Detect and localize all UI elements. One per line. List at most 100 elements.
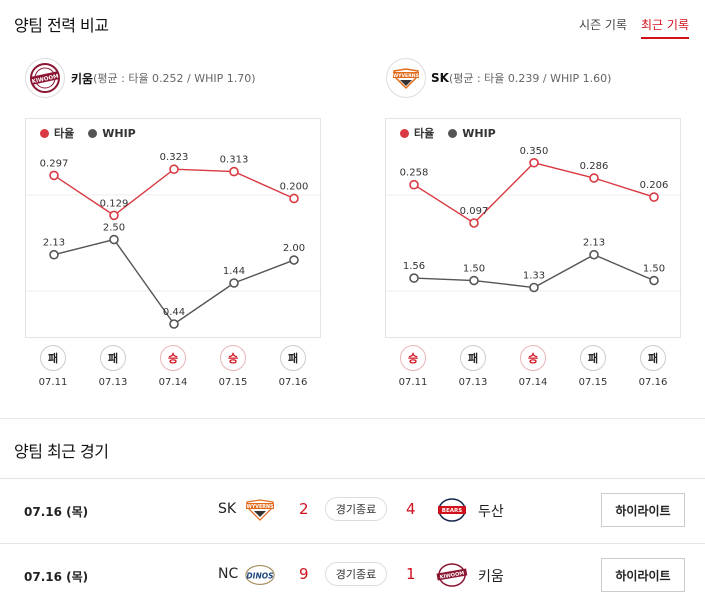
result-date: 07.14 (518, 377, 548, 388)
result-badge: 승 (400, 345, 426, 371)
legend-avg-dot (40, 128, 49, 138)
avg-data-label: 0.097 (460, 206, 489, 217)
chart-kiwoom: 0.297 0.129 0.323 0.313 0.200 2.13 2.50 0.44 1.4… (25, 118, 322, 338)
result-date: 07.15 (578, 377, 608, 388)
legend-avg: 타율 (40, 125, 74, 141)
section-divider (0, 418, 705, 419)
result-item: 패 07.11 (28, 345, 78, 388)
chart-legend: 타율 WHIP (400, 125, 496, 141)
game-date: 07.16 (목) (24, 570, 89, 584)
avg-data-label: 0.206 (640, 180, 669, 191)
result-badge: 패 (580, 345, 606, 371)
avg-data-label: 0.323 (160, 152, 189, 163)
highlight-button[interactable]: 하이라이트 (601, 493, 685, 527)
whip-point (229, 278, 239, 288)
result-item: 패 07.13 (88, 345, 138, 388)
result-date: 07.11 (398, 377, 428, 388)
svg-text:DINOS: DINOS (246, 571, 273, 580)
result-badge: 패 (40, 345, 66, 371)
team-header-kiwoom: KIWOOM 키움 (평균 : 타율 0.252 / WHIP 1.70) (25, 58, 256, 98)
game-row: 07.16 (목) NC DINOS 9 경기종료 1 KIWOOM 키움 하이… (0, 543, 705, 607)
whip-data-label: 2.00 (283, 243, 305, 254)
whip-data-label: 1.50 (463, 264, 485, 275)
legend-whip: WHIP (448, 125, 496, 141)
result-badge: 패 (280, 345, 306, 371)
result-date: 07.11 (38, 377, 68, 388)
whip-data-label: 1.33 (523, 271, 545, 282)
sk-logo: WYVERNS (386, 58, 426, 98)
avg-point (529, 157, 539, 168)
result-badge: 패 (100, 345, 126, 371)
result-badge: 승 (160, 345, 186, 371)
sk-logo-icon: WYVERNS (244, 497, 276, 523)
tab-season-record[interactable]: 시즌 기록 (579, 18, 628, 32)
chart-legend: 타율 WHIP (40, 125, 136, 141)
home-score: 9 (299, 565, 309, 583)
whip-data-label: 2.13 (43, 238, 65, 249)
legend-whip-dot (448, 128, 458, 138)
whip-data-label: 1.50 (643, 264, 665, 275)
highlight-button[interactable]: 하이라이트 (601, 558, 685, 592)
away-team-name: 키움 (478, 569, 504, 585)
whip-data-label: 2.13 (583, 238, 605, 249)
whip-data-label: 1.56 (403, 261, 425, 272)
home-score: 2 (299, 500, 309, 518)
avg-point (229, 166, 239, 177)
result-badge: 승 (520, 345, 546, 371)
result-item: 패 07.16 (628, 345, 678, 388)
legend-avg: 타율 (400, 125, 434, 141)
team-average-stat: (평균 : 타율 0.252 / WHIP 1.70) (93, 72, 256, 85)
section-title-comparison: 양팀 전력 비교 (14, 16, 109, 35)
result-badge: 승 (220, 345, 246, 371)
result-date: 07.13 (98, 377, 128, 388)
whip-point (409, 273, 419, 283)
result-date: 07.16 (638, 377, 668, 388)
avg-point (49, 170, 59, 181)
whip-data-label: 1.44 (223, 266, 245, 277)
tab-recent-record[interactable]: 최근 기록 (641, 16, 689, 39)
avg-point (469, 218, 479, 228)
avg-point (289, 193, 299, 204)
away-team-name: 두산 (478, 504, 504, 520)
svg-text:BEARS: BEARS (442, 508, 462, 514)
result-item: 승 07.15 (208, 345, 258, 388)
game-status-badge: 경기종료 (325, 497, 387, 521)
team-average-stat: (평균 : 타율 0.239 / WHIP 1.60) (448, 72, 612, 85)
team-name: SK (431, 71, 449, 85)
sk-logo-icon: WYVERNS (393, 68, 419, 90)
legend-whip: WHIP (88, 125, 136, 141)
avg-line (413, 162, 655, 224)
kiwoom-logo-icon: KIWOOM (30, 63, 60, 93)
game-status-badge: 경기종료 (325, 562, 387, 586)
chart-sk: 0.258 0.097 0.350 0.286 0.206 1.56 1.50 1.33 2.1… (385, 118, 682, 338)
result-date: 07.13 (458, 377, 488, 388)
home-team-name: SK (218, 501, 237, 517)
result-item: 패 07.13 (448, 345, 498, 388)
whip-point (49, 249, 59, 260)
record-tabs: 시즌 기록 최근 기록 (579, 16, 689, 39)
result-date: 07.16 (278, 377, 308, 388)
whip-point (589, 249, 599, 260)
whip-point (649, 275, 659, 286)
whip-data-label: 0.44 (163, 307, 185, 318)
avg-data-label: 0.129 (100, 198, 129, 209)
avg-point (409, 179, 419, 190)
svg-text:WYVERNS: WYVERNS (393, 73, 419, 79)
result-date: 07.14 (158, 377, 188, 388)
result-item: 승 07.14 (148, 345, 198, 388)
team-header-sk: WYVERNS SK (평균 : 타율 0.239 / WHIP 1.60) (386, 58, 611, 98)
avg-data-label: 0.313 (220, 155, 249, 166)
avg-point (649, 192, 659, 202)
result-item: 패 07.15 (568, 345, 618, 388)
whip-point (529, 282, 539, 293)
section-title-recent-games: 양팀 최근 경기 (14, 442, 109, 461)
result-date: 07.15 (218, 377, 248, 388)
avg-point (589, 173, 599, 183)
avg-data-label: 0.200 (280, 181, 309, 192)
team-name: 키움 (71, 71, 94, 86)
nc-logo-icon: DINOS (244, 562, 276, 588)
avg-data-label: 0.258 (400, 168, 429, 179)
result-badge: 패 (640, 345, 666, 371)
whip-data-label: 2.50 (103, 223, 125, 234)
result-item: 승 07.11 (388, 345, 438, 388)
